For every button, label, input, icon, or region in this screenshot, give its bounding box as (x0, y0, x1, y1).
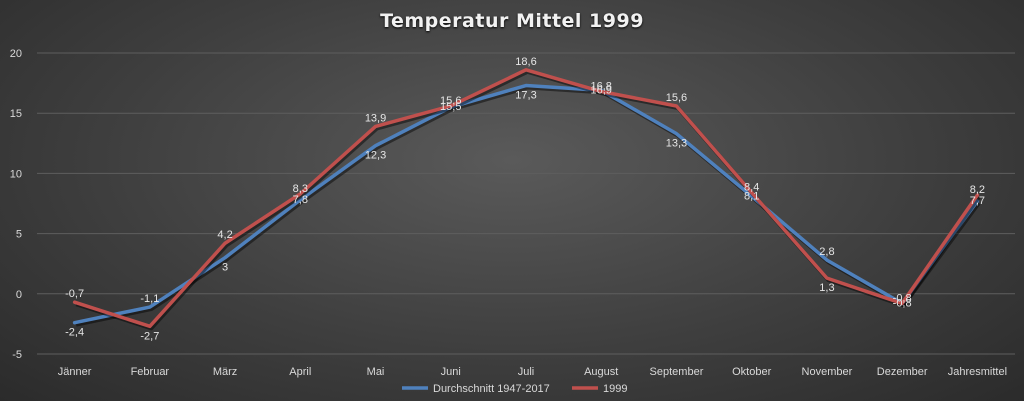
x-tick-label: Juli (518, 366, 535, 378)
data-label: 8,2 (970, 184, 985, 196)
data-label: 4,2 (217, 229, 232, 241)
y-tick-label: 5 (16, 229, 22, 241)
data-label: -0,8 (893, 297, 912, 309)
y-tick-label: -5 (12, 349, 22, 361)
data-label: 12,3 (365, 150, 386, 162)
x-tick-label: Dezember (877, 366, 928, 378)
legend-label: Durchschnitt 1947-2017 (433, 383, 550, 395)
series-shadow (75, 85, 981, 327)
data-label: 16,9 (591, 84, 612, 96)
data-label: 8,1 (744, 190, 759, 202)
x-tick-label: Jahresmittel (948, 366, 1007, 378)
x-tick-label: November (802, 366, 853, 378)
y-tick-label: 20 (10, 48, 22, 60)
data-label: 2,8 (819, 246, 834, 258)
data-label: 7,8 (293, 194, 308, 206)
data-label: 8,4 (744, 182, 759, 194)
data-label: 13,9 (365, 112, 386, 124)
data-label: 3 (222, 262, 228, 274)
data-label: -0,8 (893, 292, 912, 304)
series-line-durchschnitt (72, 83, 980, 325)
x-tick-label: September (650, 366, 704, 378)
y-tick-label: 0 (16, 289, 22, 301)
data-label: -0,7 (65, 288, 84, 300)
data-label: 15,6 (440, 95, 461, 107)
x-tick-label: August (584, 366, 618, 378)
y-tick-label: 15 (10, 108, 22, 120)
y-tick-label: 10 (10, 168, 22, 180)
x-tick-label: Mai (367, 366, 385, 378)
series-shadow (75, 69, 981, 331)
data-label: 13,3 (666, 138, 687, 150)
x-tick-label: März (213, 366, 237, 378)
data-label: 15,6 (666, 92, 687, 104)
data-label: 18,6 (515, 56, 536, 68)
x-tick-label: April (289, 366, 311, 378)
chart-title: Temperatur Mittel 1999 (380, 10, 644, 32)
data-label: -1,1 (140, 293, 159, 305)
data-label: -2,7 (140, 330, 159, 342)
x-tick-label: Februar (131, 366, 170, 378)
data-label: 8,3 (293, 183, 308, 195)
data-label: 15,5 (440, 101, 461, 113)
data-label: 17,3 (515, 90, 536, 102)
data-label: 7,7 (970, 195, 985, 207)
x-tick-label: Oktober (732, 366, 771, 378)
data-label: -2,4 (65, 327, 84, 339)
x-tick-label: Jänner (58, 366, 92, 378)
legend-label: 1999 (603, 383, 627, 395)
data-label: 16,8 (591, 81, 612, 93)
x-tick-label: Juni (441, 366, 461, 378)
data-label: 1,3 (819, 282, 834, 294)
series-line-1999 (72, 68, 980, 329)
